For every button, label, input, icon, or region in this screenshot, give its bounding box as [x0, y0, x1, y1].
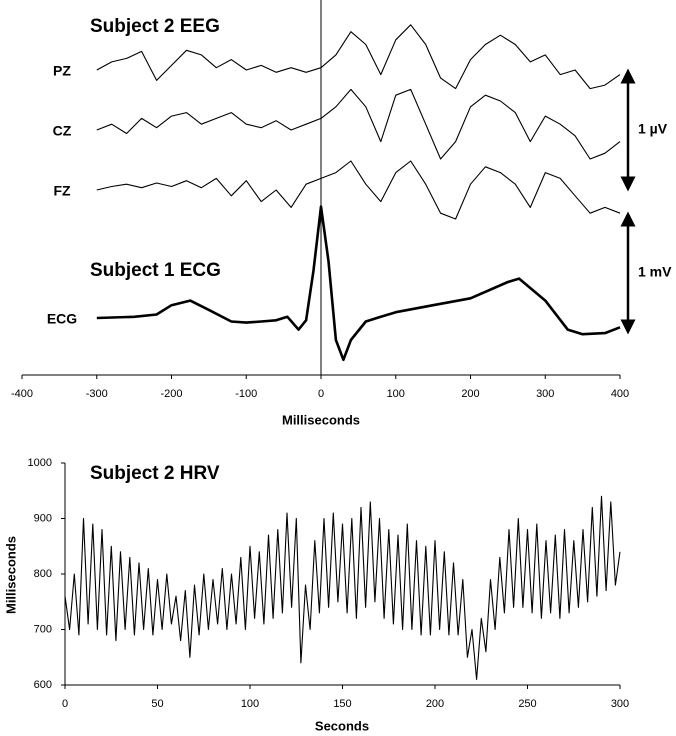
trace-label: FZ	[53, 183, 71, 199]
y-tick-label: 600	[34, 679, 52, 691]
x-tick-label: 0	[62, 698, 68, 710]
trace-label: ECG	[47, 311, 77, 327]
scale-bar-label: 1 µV	[638, 121, 668, 137]
y-axis-label: Milliseconds	[3, 536, 18, 614]
x-tick-label: 200	[461, 388, 479, 400]
x-axis-label: Milliseconds	[282, 412, 360, 427]
scale-bar-label: 1 mV	[638, 264, 672, 280]
trace	[96, 205, 621, 362]
x-tick-label: 0	[318, 388, 324, 400]
y-tick-label: 800	[34, 568, 52, 580]
trace	[96, 88, 621, 160]
x-tick-label: -200	[160, 388, 182, 400]
trace	[96, 24, 621, 90]
x-tick-label: 100	[241, 698, 259, 710]
x-tick-label: 100	[387, 388, 405, 400]
chart-title: Subject 2 HRV	[90, 463, 220, 484]
x-tick-label: 150	[333, 698, 351, 710]
x-tick-label: 300	[611, 698, 629, 710]
trace	[96, 160, 621, 220]
x-tick-label: -100	[235, 388, 257, 400]
group-label: Subject 1 ECG	[90, 260, 221, 281]
x-tick-label: 300	[536, 388, 554, 400]
x-axis-label: Seconds	[315, 718, 369, 733]
x-tick-label: 200	[426, 698, 444, 710]
trace-label: CZ	[53, 123, 72, 139]
x-tick-label: 50	[151, 698, 163, 710]
x-tick-label: -300	[86, 388, 108, 400]
hrv-line	[64, 495, 621, 681]
trace-label: PZ	[53, 63, 71, 79]
y-tick-label: 1000	[28, 457, 52, 469]
x-tick-label: 400	[611, 388, 629, 400]
group-label: Subject 2 EEG	[90, 16, 220, 37]
x-tick-label: -400	[11, 388, 33, 400]
y-tick-label: 900	[34, 512, 52, 524]
y-tick-label: 700	[34, 623, 52, 635]
x-tick-label: 250	[518, 698, 536, 710]
